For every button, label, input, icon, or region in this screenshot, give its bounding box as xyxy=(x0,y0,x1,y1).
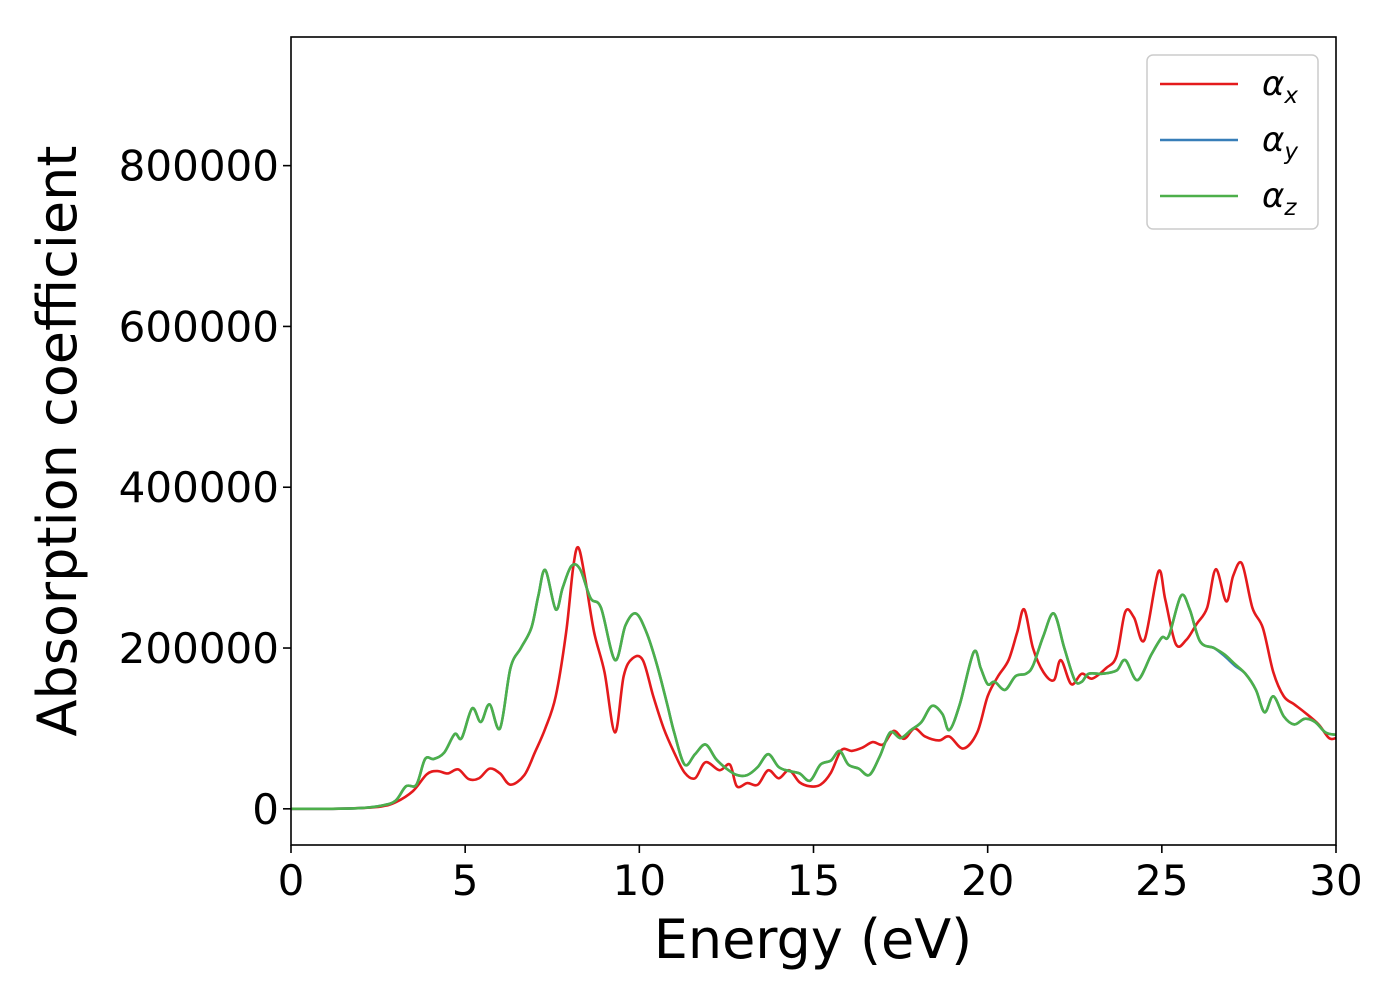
x-tick-label: 25 xyxy=(1135,856,1188,905)
x-axis: 0 5 10 15 20 25 30 xyxy=(278,845,1363,905)
y-axis: 0 200000 400000 600000 800000 xyxy=(119,142,291,834)
y-tick-label: 0 xyxy=(252,785,279,834)
legend-label-x: αx xyxy=(1262,64,1298,109)
series-layer xyxy=(291,545,1336,811)
x-axis-title: Energy (eV) xyxy=(654,908,973,971)
x-tick-label: 10 xyxy=(613,856,666,905)
x-tick-label: 30 xyxy=(1309,856,1362,905)
legend-box xyxy=(1146,54,1319,230)
y-tick-label: 800000 xyxy=(119,142,279,191)
x-tick-label: 15 xyxy=(787,856,840,905)
x-tick-label: 0 xyxy=(278,856,305,905)
series-line-x xyxy=(291,545,1336,811)
y-tick-label: 600000 xyxy=(119,302,279,351)
y-tick-label: 200000 xyxy=(119,624,279,673)
x-tick-label: 5 xyxy=(452,856,479,905)
x-tick-label: 20 xyxy=(961,856,1014,905)
y-axis-title: Absorption coefficient xyxy=(26,146,89,737)
series-line-z xyxy=(291,562,1336,811)
y-tick-label: 400000 xyxy=(119,463,279,512)
